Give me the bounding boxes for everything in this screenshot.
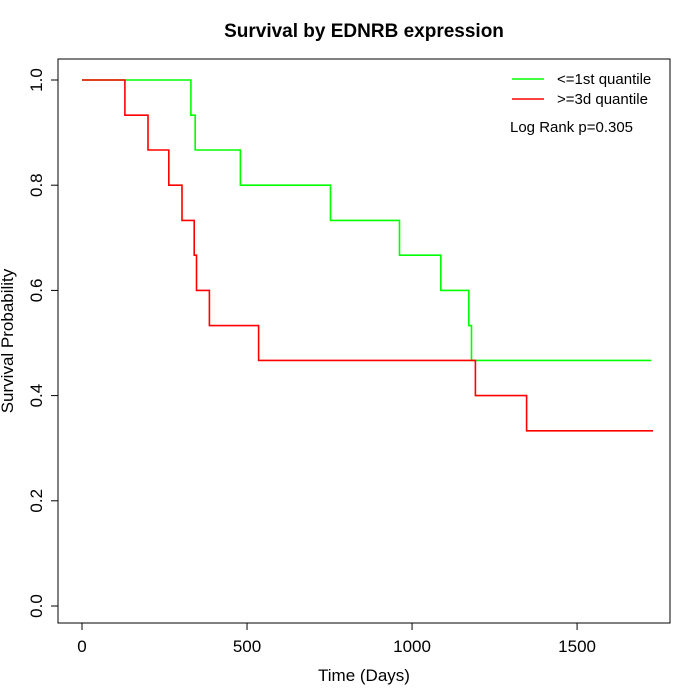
y-tick-label: 1.0 bbox=[27, 68, 46, 92]
log-rank-annotation: Log Rank p=0.305 bbox=[510, 119, 633, 136]
y-axis: 0.0 0.2 0.4 0.6 0.8 1.0 bbox=[27, 68, 59, 618]
y-tick-label: 0.0 bbox=[27, 594, 46, 618]
y-tick-label: 0.4 bbox=[27, 384, 46, 408]
x-tick-label: 0 bbox=[77, 637, 86, 656]
series-layer bbox=[82, 79, 653, 432]
x-tick-label: 1000 bbox=[393, 637, 431, 656]
chart-title: Survival by EDNRB expression bbox=[224, 21, 504, 42]
series-line-2 bbox=[82, 79, 653, 432]
x-tick-label: 1500 bbox=[558, 637, 596, 656]
plot-frame bbox=[57, 58, 671, 624]
y-tick-label: 0.6 bbox=[27, 279, 46, 303]
legend: <=1st quantile >=3d quantile bbox=[512, 71, 651, 108]
x-axis-label: Time (Days) bbox=[318, 666, 410, 685]
series-line-1 bbox=[82, 79, 652, 362]
y-tick-label: 0.2 bbox=[27, 489, 46, 513]
legend-label-1: <=1st quantile bbox=[557, 71, 651, 88]
y-axis-label: Survival Probability bbox=[0, 268, 17, 413]
y-tick-label: 0.8 bbox=[27, 173, 46, 197]
x-axis: 0 500 1000 1500 bbox=[77, 622, 596, 656]
x-tick-label: 500 bbox=[233, 637, 261, 656]
legend-label-2: >=3d quantile bbox=[557, 91, 648, 108]
